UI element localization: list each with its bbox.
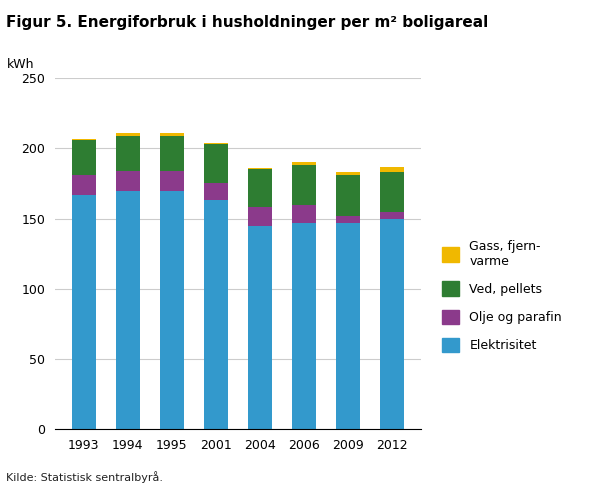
Bar (204, 142, 228, 144)
Bar (160, 136, 184, 171)
Text: Kilde: Statistisk sentralbyrå.: Kilde: Statistisk sentralbyrå. (6, 471, 163, 483)
Text: kWh: kWh (7, 58, 35, 71)
Bar (336, 223, 360, 429)
Bar (292, 223, 316, 429)
Bar (248, 168, 272, 169)
Text: Figur 5. Energiforbruk i husholdninger per m² boligareal: Figur 5. Energiforbruk i husholdninger p… (6, 15, 489, 30)
Bar (336, 216, 360, 223)
Bar (71, 195, 96, 429)
Bar (71, 140, 96, 175)
Bar (380, 219, 404, 429)
Bar (116, 136, 140, 171)
Bar (336, 175, 360, 216)
Bar (292, 165, 316, 204)
Bar (380, 212, 404, 219)
Bar (336, 172, 360, 175)
Bar (160, 171, 184, 190)
Bar (116, 190, 140, 429)
Bar (160, 133, 184, 136)
Bar (380, 172, 404, 212)
Bar (292, 204, 316, 223)
Bar (71, 139, 96, 140)
Bar (204, 201, 228, 429)
Bar (204, 144, 228, 183)
Legend: Gass, fjern-
varme, Ved, pellets, Olje og parafin, Elektrisitet: Gass, fjern- varme, Ved, pellets, Olje o… (442, 240, 562, 352)
Bar (116, 171, 140, 190)
Bar (380, 166, 404, 172)
Bar (248, 207, 272, 225)
Bar (116, 133, 140, 136)
Bar (204, 183, 228, 201)
Bar (292, 163, 316, 165)
Bar (248, 169, 272, 207)
Bar (160, 190, 184, 429)
Bar (248, 225, 272, 429)
Bar (71, 175, 96, 195)
